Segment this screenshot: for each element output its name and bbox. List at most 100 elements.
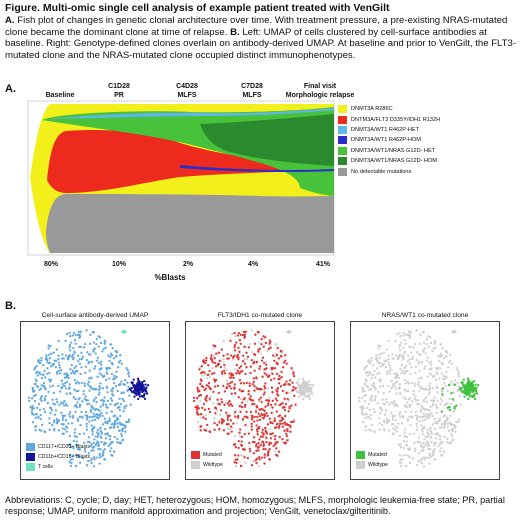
umap-point [404, 404, 408, 407]
umap-point [222, 339, 225, 343]
umap-point [408, 345, 411, 348]
umap-point [303, 385, 307, 388]
umap-point [85, 464, 89, 467]
umap-point [377, 390, 380, 394]
umap-point [54, 409, 58, 412]
umap-point [88, 389, 91, 392]
umap-point [91, 433, 94, 436]
legend-label: Wildtype [203, 462, 223, 468]
umap-point [405, 435, 409, 439]
umap-point [429, 405, 432, 408]
umap-point [208, 397, 211, 400]
umap-point [213, 361, 217, 365]
umap-point [414, 414, 417, 417]
umap-point [92, 445, 96, 448]
umap-point [436, 391, 439, 394]
umap-point [263, 456, 266, 459]
umap-point [395, 430, 398, 433]
umap-point [196, 397, 199, 400]
umap-point [90, 376, 93, 379]
umap-point [439, 435, 442, 438]
umap-point [41, 423, 44, 427]
umap-point [46, 361, 49, 364]
umap-point [218, 427, 221, 431]
umap-point [94, 414, 97, 418]
umap-point [388, 366, 391, 369]
umap-point [438, 367, 442, 370]
umap-point [265, 455, 268, 458]
umap-point [436, 422, 439, 425]
umap-point [459, 387, 462, 390]
umap-point [202, 402, 206, 406]
umap-point [377, 347, 380, 350]
umap-point [104, 437, 108, 440]
umap-point [258, 398, 261, 401]
umap-point [419, 410, 423, 413]
umap-point [90, 462, 93, 465]
umap-point [77, 354, 80, 357]
umap-point [72, 439, 75, 443]
umap-point [370, 356, 373, 360]
umap-point [420, 428, 424, 431]
umap-point [103, 374, 106, 377]
umap-point [44, 376, 47, 379]
umap-point [398, 383, 401, 386]
umap-point [407, 330, 411, 334]
umap-point [261, 375, 264, 378]
umap-point [116, 402, 119, 405]
umap-point [205, 376, 209, 380]
umap-point [446, 366, 450, 369]
umap-point [284, 383, 287, 386]
umap-legend: Mutated Wildtype [191, 450, 223, 470]
umap-point [400, 372, 403, 375]
umap-point [470, 394, 474, 398]
umap-point [465, 388, 468, 392]
umap-point [78, 461, 82, 464]
umap-point [259, 352, 262, 355]
umap-point [253, 440, 256, 444]
umap-point [436, 399, 439, 402]
umap-point [398, 349, 402, 352]
umap-point [88, 369, 91, 372]
umap-point [427, 443, 431, 446]
umap-point [255, 445, 258, 448]
umap-point [473, 387, 476, 390]
umap-point [399, 446, 403, 449]
umap-point [89, 333, 92, 336]
umap-scatter [27, 329, 150, 468]
umap-point [451, 397, 454, 401]
caption-b-text: Left: UMAP of cells clustered by cell-su… [5, 26, 517, 61]
umap-point [411, 456, 415, 460]
umap-point [418, 342, 422, 345]
umap-point [205, 429, 208, 432]
umap-point [101, 404, 104, 407]
umap-point [474, 383, 477, 386]
umap-point [53, 427, 56, 431]
umap-point [200, 371, 203, 375]
umap-point [376, 372, 379, 375]
umap-point [87, 452, 91, 455]
umap-point [127, 375, 131, 378]
legend-label: DNMT3A/WT1/NRAS G12D- HET [351, 147, 436, 154]
umap-point [265, 432, 269, 435]
umap-point [387, 369, 391, 373]
umap-point [114, 355, 118, 358]
umap-point [377, 344, 380, 347]
umap-point [122, 391, 126, 394]
umap-point [309, 389, 313, 392]
umap-point [114, 385, 118, 388]
umap-point [90, 445, 93, 448]
umap-point [359, 406, 362, 409]
umap-point [73, 372, 76, 375]
umap-point [421, 419, 424, 422]
umap-point [34, 378, 38, 381]
umap-point [127, 385, 130, 389]
umap-point [89, 410, 93, 413]
umap-point [243, 456, 246, 459]
umap-point [399, 464, 403, 468]
umap-point [136, 377, 140, 380]
umap-point [398, 344, 402, 347]
umap-point [113, 424, 116, 428]
umap-point [58, 403, 61, 406]
umap-point [420, 462, 423, 465]
